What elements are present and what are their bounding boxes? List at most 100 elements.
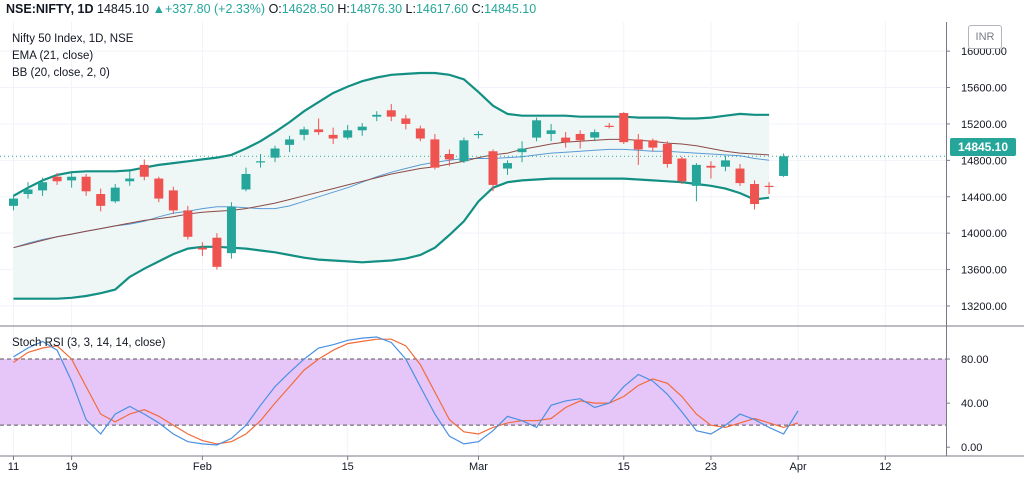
price-change: +337.80 (+2.33%) [165,2,266,16]
open-label: O: [268,2,282,16]
candle [779,153,789,177]
legend-stoch-rsi[interactable]: Stoch RSI (3, 3, 14, 14, close) [12,337,166,349]
candle-body [517,148,527,153]
candle-body [183,210,193,237]
candle [241,167,251,192]
candle [473,131,483,139]
candle-body [270,148,280,158]
symbol-label[interactable]: NSE:NIFTY, 1D [6,2,94,16]
last-price-tag: 14845.10 [950,138,1016,156]
candle [764,182,774,195]
bollinger-upper-line [12,71,770,197]
price-tick-label: 13200.00 [961,301,1007,313]
candle [81,174,91,196]
low-label: L: [405,2,416,16]
last-price: 14845.10 [97,2,150,16]
candle [110,184,120,204]
candle [662,141,672,168]
legend-bb[interactable]: BB (20, close, 2, 0) [12,67,110,79]
candle [459,137,469,164]
candle [314,118,324,135]
candle [503,160,513,175]
candle-body [314,129,324,133]
candle-body [357,126,367,131]
candle [23,182,33,199]
open-value: 14628.50 [281,2,334,16]
candle [735,163,745,186]
candle-body [430,139,440,168]
candle-body [720,160,730,167]
stoch-d-line [13,338,799,445]
candle [9,194,18,211]
price-tick-label: 14000.00 [961,228,1007,240]
candle-body [386,110,396,117]
stoch-tick-label: 40.00 [961,398,989,410]
candle [343,124,353,140]
time-tick-label: 23 [705,461,717,473]
candle [415,125,425,142]
stoch-k-line [13,336,799,446]
candle-body [401,118,411,124]
price-tick-label: 15600.00 [961,83,1007,95]
candle [212,233,222,270]
candle-body [23,189,33,195]
time-tick-label: 19 [65,461,77,473]
candle [691,163,701,202]
candle-body [561,137,571,143]
legend-ema[interactable]: EMA (21, close) [12,50,94,62]
time-tick-label: Mar [469,461,488,473]
stoch-band-fill [0,359,946,426]
candle-body [197,247,207,250]
candle [430,133,440,170]
candle [197,242,207,256]
candle-body [139,164,149,177]
candle [270,145,280,163]
candle-body [52,176,62,182]
candle [183,205,193,240]
candle [328,127,338,144]
time-tick-label: 11 [8,461,19,473]
price-tick-label: 15200.00 [961,119,1007,131]
candle [38,177,48,196]
currency-badge[interactable]: INR [968,25,1002,49]
candle-body [168,190,178,211]
bollinger-lower-line [13,177,770,300]
triangle-up-icon: ▲ [152,2,165,16]
candle-body [110,187,120,202]
candle-body [154,178,164,199]
candle [226,202,236,259]
time-tick-label: Feb [193,461,212,473]
candle-body [633,139,643,150]
candle [139,159,149,181]
candle-body [9,198,18,206]
time-tick-label: 15 [342,461,354,473]
close-value: 14845.10 [484,2,537,16]
candle [720,155,730,172]
ema-line [13,138,770,249]
close-label: C: [471,2,485,16]
candle-body [590,132,600,138]
time-tick-label: Apr [790,461,807,473]
candle-body [473,133,483,136]
candle-body [285,139,295,145]
candle-body [662,143,672,164]
candle-body [648,140,658,148]
legend-title[interactable]: Nifty 50 Index, 1D, NSE [12,33,134,45]
price-tick-label: 14800.00 [961,155,1007,167]
candle [285,135,295,153]
candle [633,133,643,165]
candle [488,149,498,192]
symbol-header: NSE:NIFTY, 1D 14845.10 ▲+337.80 (+2.33%)… [6,2,536,20]
stoch-tick-label: 0.00 [961,442,982,454]
candle [52,173,62,185]
candle-body [67,176,77,181]
candle-body [575,133,585,141]
candle-body [546,130,556,134]
candle-body [415,128,425,139]
candle-body [779,156,789,176]
candle [532,117,542,142]
candle-body [503,163,513,169]
candle [706,161,716,179]
candle [517,141,527,163]
candle [256,153,266,168]
